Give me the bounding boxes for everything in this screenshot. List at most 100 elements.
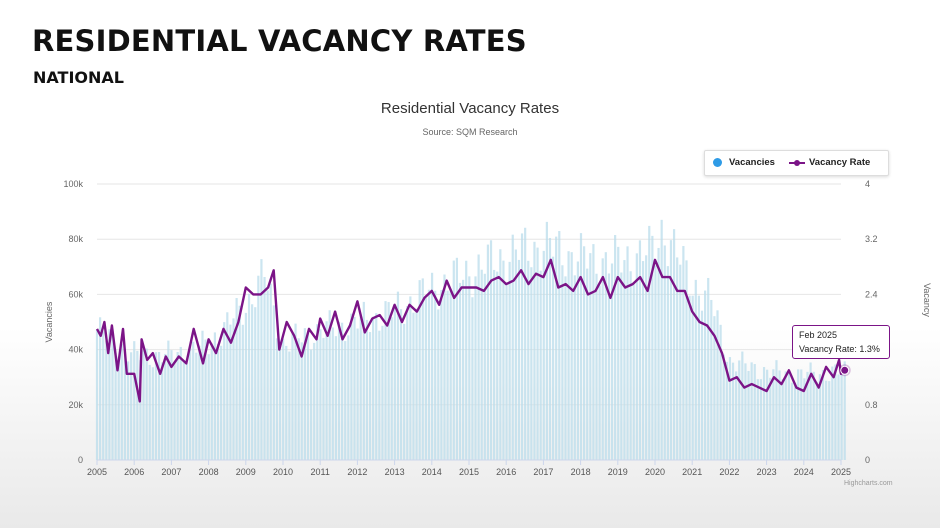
vacancies-bar	[831, 366, 834, 460]
highcharts-credit[interactable]: Highcharts.com	[844, 480, 893, 487]
vacancies-bar	[725, 361, 728, 460]
vacancies-bar	[306, 331, 310, 460]
vacancies-bar	[753, 364, 756, 460]
vacancies-bar	[176, 351, 179, 460]
vacancies-bar	[353, 316, 356, 460]
vacancies-bar	[235, 298, 238, 460]
vacancies-bar	[142, 350, 145, 460]
vacancies-bar	[192, 341, 195, 460]
vacancies-bar	[257, 275, 260, 460]
x-tick-label: 2009	[236, 467, 256, 477]
vacancies-bar	[390, 317, 393, 460]
vacancies-bar	[440, 290, 443, 460]
vacancies-bar	[486, 244, 490, 460]
y-right-axis-title: Vacancy	[922, 283, 932, 317]
x-tick-label: 2016	[496, 467, 516, 477]
vacancies-bar	[108, 329, 111, 460]
vacancies-bar	[198, 345, 201, 460]
vacancies-bar	[548, 237, 552, 460]
x-tick-label: 2021	[682, 467, 702, 477]
vacancies-bar	[834, 364, 837, 460]
vacancies-bar	[161, 362, 164, 460]
vacancies-bar	[223, 322, 226, 460]
vacancies-bar	[551, 256, 555, 460]
vacancies-bar	[840, 370, 843, 460]
slide-title: RESIDENTIAL VACANCY RATES	[32, 24, 527, 58]
vacancies-bar	[120, 343, 123, 460]
vacancies-bar	[713, 316, 716, 460]
vacancies-bar	[133, 341, 136, 460]
vacancies-bar	[164, 353, 167, 460]
vacancies-bar	[806, 371, 809, 460]
vacancies-bar	[669, 240, 673, 460]
vacancies-bar	[812, 371, 815, 460]
vacancies-bar	[95, 330, 99, 460]
vacancies-bar	[251, 304, 254, 460]
vacancies-bar	[614, 235, 617, 460]
vacancies-bar	[238, 305, 241, 460]
y-left-tick-label: 60k	[68, 289, 83, 299]
vacancies-bar	[654, 265, 657, 460]
vacancies-bar	[803, 378, 806, 460]
vacancies-bar	[446, 290, 449, 460]
vacancies-bar	[282, 338, 285, 460]
vacancies-bar	[151, 367, 154, 460]
vacancies-bar	[278, 342, 282, 460]
vacancies-bar	[260, 259, 263, 460]
vacancies-bar	[130, 352, 133, 460]
vacancies-bar	[337, 321, 341, 460]
vacancies-bar	[437, 309, 440, 460]
vacancies-bar	[263, 276, 266, 460]
vacancies-bar	[499, 249, 502, 460]
vacancies-bar	[520, 233, 524, 460]
vacancies-bar	[769, 377, 772, 460]
vacancies-bar	[126, 361, 130, 460]
y-right-tick-label: 3.2	[865, 234, 878, 244]
vacancy-rate-legend-marker	[789, 159, 805, 166]
vacancies-bar	[648, 225, 651, 460]
x-tick-label: 2006	[124, 467, 144, 477]
vacancies-bar	[508, 261, 511, 460]
x-tick-label: 2020	[645, 467, 665, 477]
vacancies-bar	[716, 310, 719, 460]
vacancies-bar	[418, 280, 421, 460]
vacancies-bar	[471, 297, 474, 460]
vacancies-bar	[790, 382, 794, 460]
vacancies-bar	[567, 251, 570, 460]
vacancies-bar	[316, 324, 319, 460]
vacancies-bar	[220, 345, 223, 460]
vacancies-bar	[672, 229, 676, 460]
vacancies-bar	[477, 254, 480, 460]
legend-item-vacancy-rate[interactable]: Vacancy Rate	[789, 157, 870, 168]
vacancies-bar	[536, 247, 539, 460]
x-tick-label: 2015	[459, 467, 479, 477]
vacancies-bar	[697, 295, 700, 460]
vacancies-bar	[610, 263, 614, 460]
y-left-axis-title: Vacancies	[44, 301, 54, 342]
vacancies-bar	[285, 345, 288, 460]
vacancies-bar	[185, 363, 189, 460]
vacancies-bar	[821, 370, 825, 460]
vacancies-bar	[564, 276, 567, 460]
vacancies-bar	[145, 348, 148, 460]
vacancies-bar	[207, 354, 210, 460]
vacancies-bar	[685, 260, 688, 460]
vacancies-bar	[334, 336, 337, 460]
vacancies-bar	[632, 283, 635, 460]
vacancies-bar	[694, 279, 697, 460]
x-tick-label: 2017	[533, 467, 553, 477]
vacancies-bar	[815, 381, 818, 460]
vacancies-bar	[533, 241, 536, 460]
vacancies-bar	[682, 246, 685, 460]
vacancies-bar	[843, 361, 846, 460]
vacancies-bar	[641, 261, 645, 460]
vacancies-bar	[188, 345, 192, 460]
vacancies-bar	[561, 265, 564, 460]
vacancies-bar	[300, 342, 303, 460]
vacancies-bar	[781, 379, 784, 460]
legend-item-vacancies[interactable]: Vacancies	[713, 157, 775, 168]
vacancies-bar	[344, 341, 347, 460]
vacancies-bar	[328, 310, 331, 460]
vacancies-bar	[809, 362, 812, 460]
vacancies-bar	[598, 285, 601, 460]
